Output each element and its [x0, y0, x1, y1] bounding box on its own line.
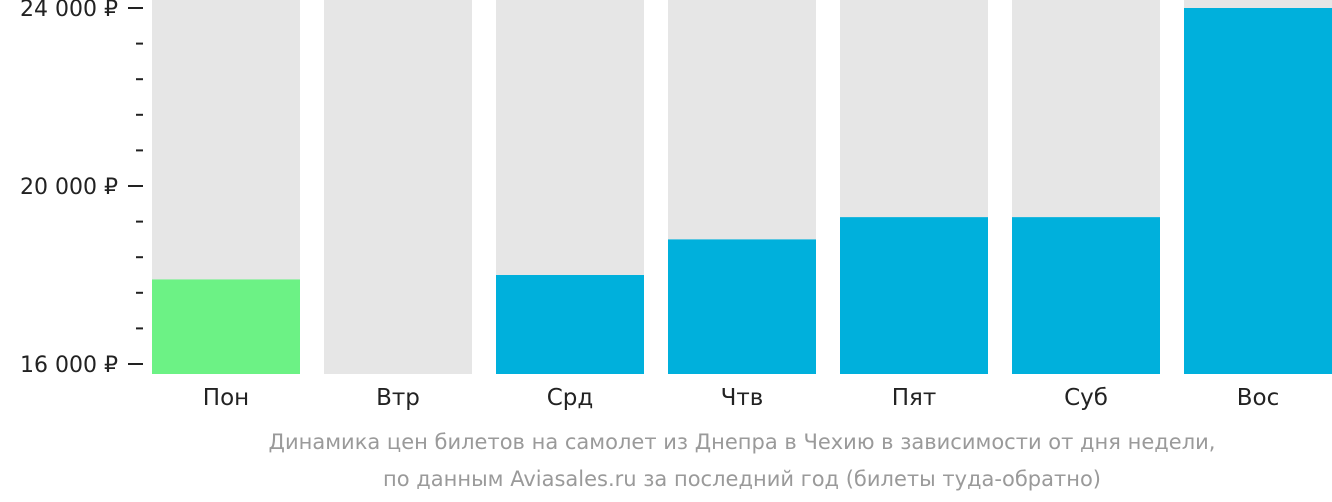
y-tick-label: 16 000 ₽: [20, 353, 118, 378]
bar-0: [152, 279, 300, 374]
bar-background: [324, 0, 472, 374]
x-tick-label: Чтв: [721, 385, 764, 411]
bar-2: [496, 275, 644, 374]
x-tick-label: Втр: [376, 385, 420, 411]
chart-caption-line-2: по данным Aviasales.ru за последний год …: [383, 467, 1101, 491]
x-tick-label: Суб: [1064, 385, 1108, 411]
x-tick-label: Пят: [892, 385, 937, 411]
y-tick-label: 24 000 ₽: [20, 0, 118, 22]
bar-3: [668, 239, 816, 374]
x-tick-label: Вос: [1237, 385, 1280, 411]
x-tick-label: Срд: [547, 385, 594, 411]
bar-4: [840, 217, 988, 374]
y-tick-label: 20 000 ₽: [20, 175, 118, 200]
chart-caption-line-1: Динамика цен билетов на самолет из Днепр…: [268, 430, 1216, 454]
x-tick-label: Пон: [203, 385, 249, 411]
bar-5: [1012, 217, 1160, 374]
price-by-weekday-chart: 16 000 ₽ 20 000 ₽ 24 000 ₽ Пон Втр Срд Чтв Пят С…: [20, 0, 1332, 411]
bar-6: [1184, 8, 1332, 374]
